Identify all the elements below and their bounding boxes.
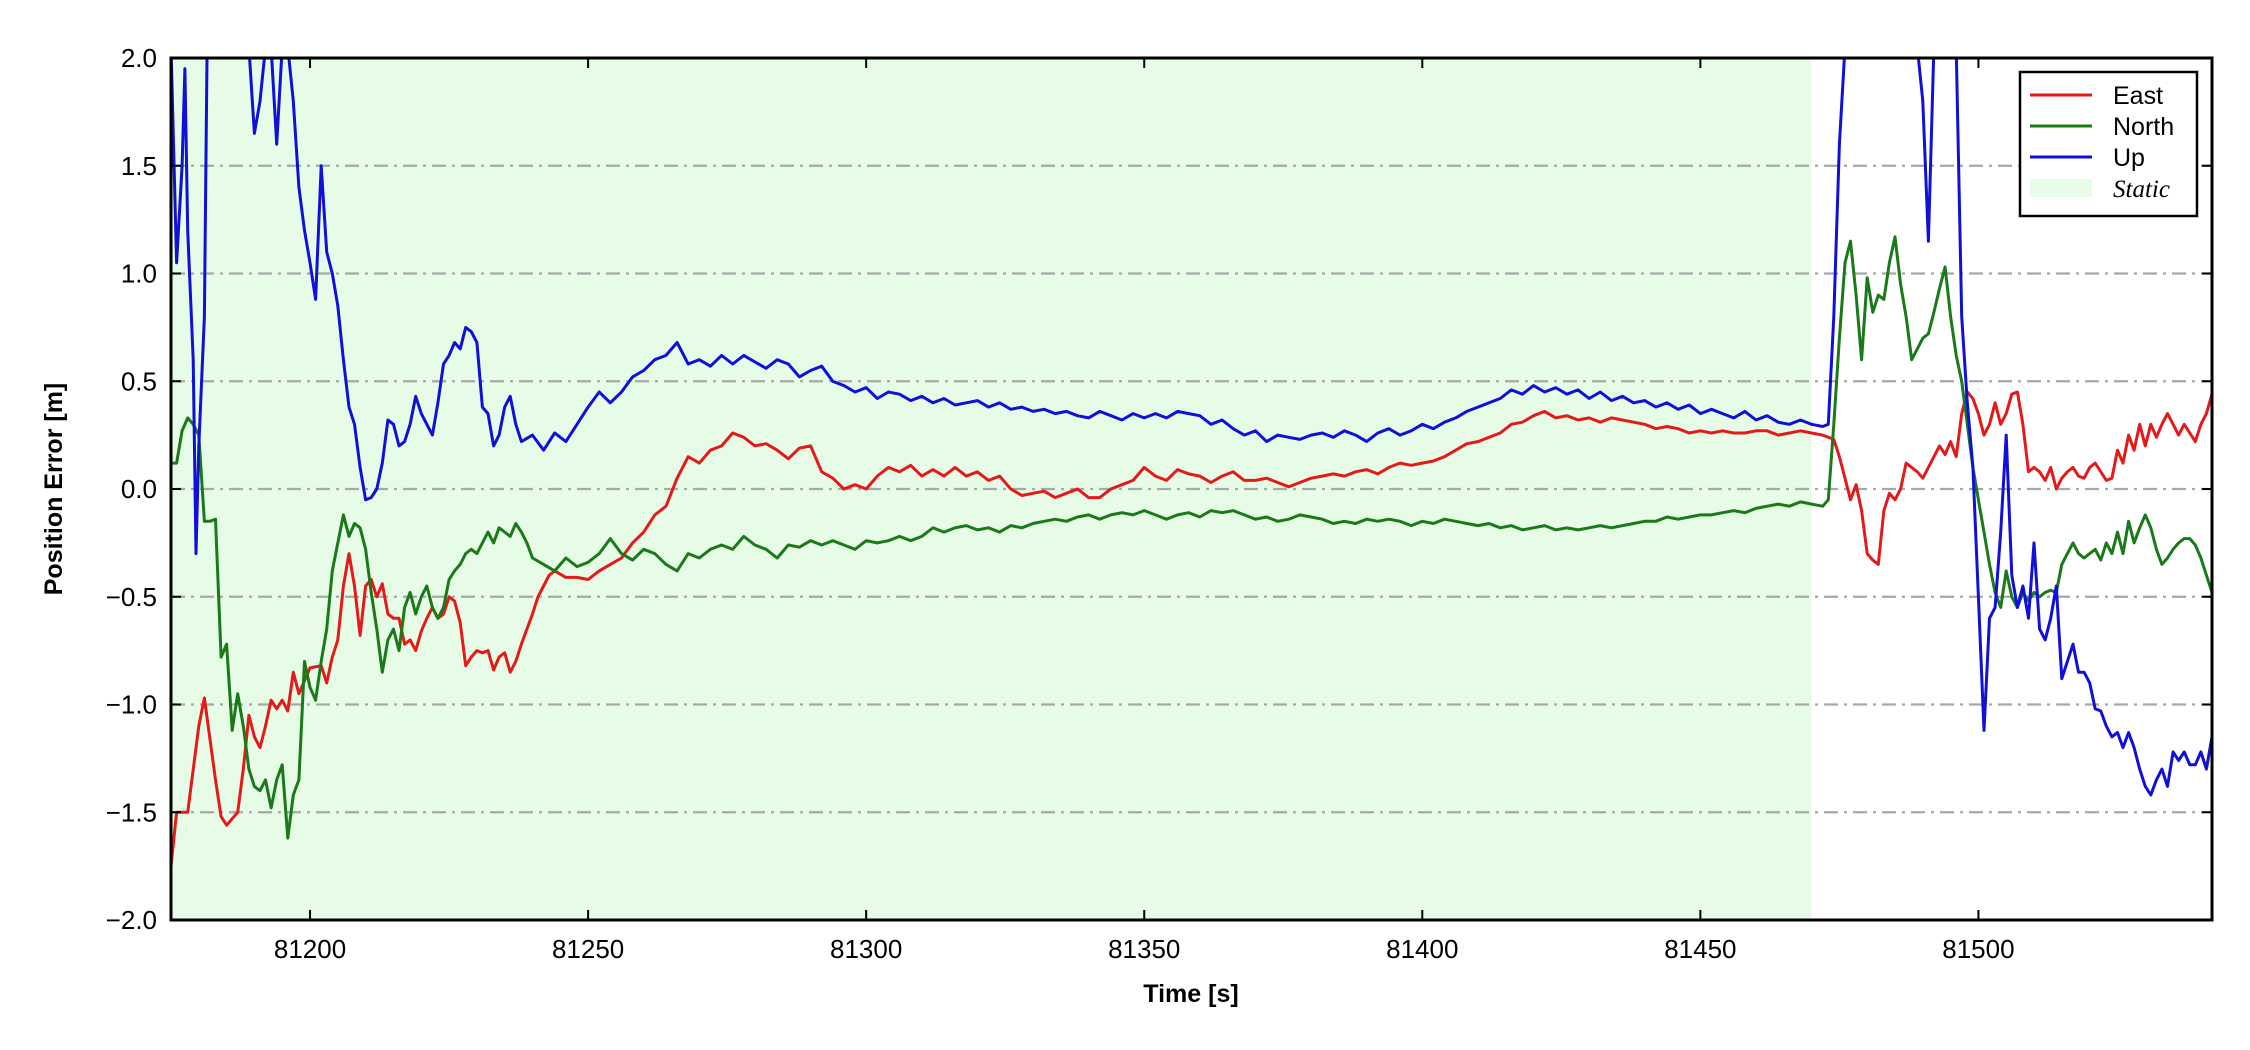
y-tick-label: −0.5	[106, 582, 157, 612]
y-tick-label: 2.0	[121, 43, 157, 73]
series-up-line	[171, 58, 2212, 797]
tick-layer: 81200 81250 81300 81350 81400 81450 81500 −2.0 −…	[106, 43, 2212, 964]
legend-static-swatch	[2030, 179, 2092, 197]
x-tick-label: 81200	[274, 934, 346, 964]
y-tick-label: 0.5	[121, 366, 157, 396]
legend-up-label: Up	[2113, 144, 2145, 172]
x-tick-label: 81500	[1942, 934, 2014, 964]
x-tick-label: 81250	[552, 934, 624, 964]
y-tick-label: 0.0	[121, 474, 157, 504]
x-tick-label: 81300	[830, 934, 902, 964]
x-axis-title: Time [s]	[1143, 980, 1238, 1008]
grid-layer	[171, 164, 2212, 814]
y-tick-label: 1.5	[121, 151, 157, 181]
y-tick-label: 1.0	[121, 259, 157, 289]
y-tick-label: −1.5	[106, 797, 157, 827]
legend-static-label: Static	[2113, 176, 2170, 203]
y-tick-label: −2.0	[106, 905, 157, 935]
legend-north-label: North	[2113, 113, 2174, 141]
x-tick-label: 81350	[1108, 934, 1180, 964]
y-tick-label: −1.0	[106, 690, 157, 720]
legend: East North Up Static	[2018, 70, 2199, 218]
x-tick-label: 81450	[1664, 934, 1736, 964]
y-axis-title: Position Error [m]	[40, 383, 68, 596]
legend-east-label: East	[2113, 82, 2163, 110]
series-north-line	[171, 235, 2212, 840]
series-layer	[171, 58, 2212, 867]
x-tick-label: 81400	[1386, 934, 1458, 964]
